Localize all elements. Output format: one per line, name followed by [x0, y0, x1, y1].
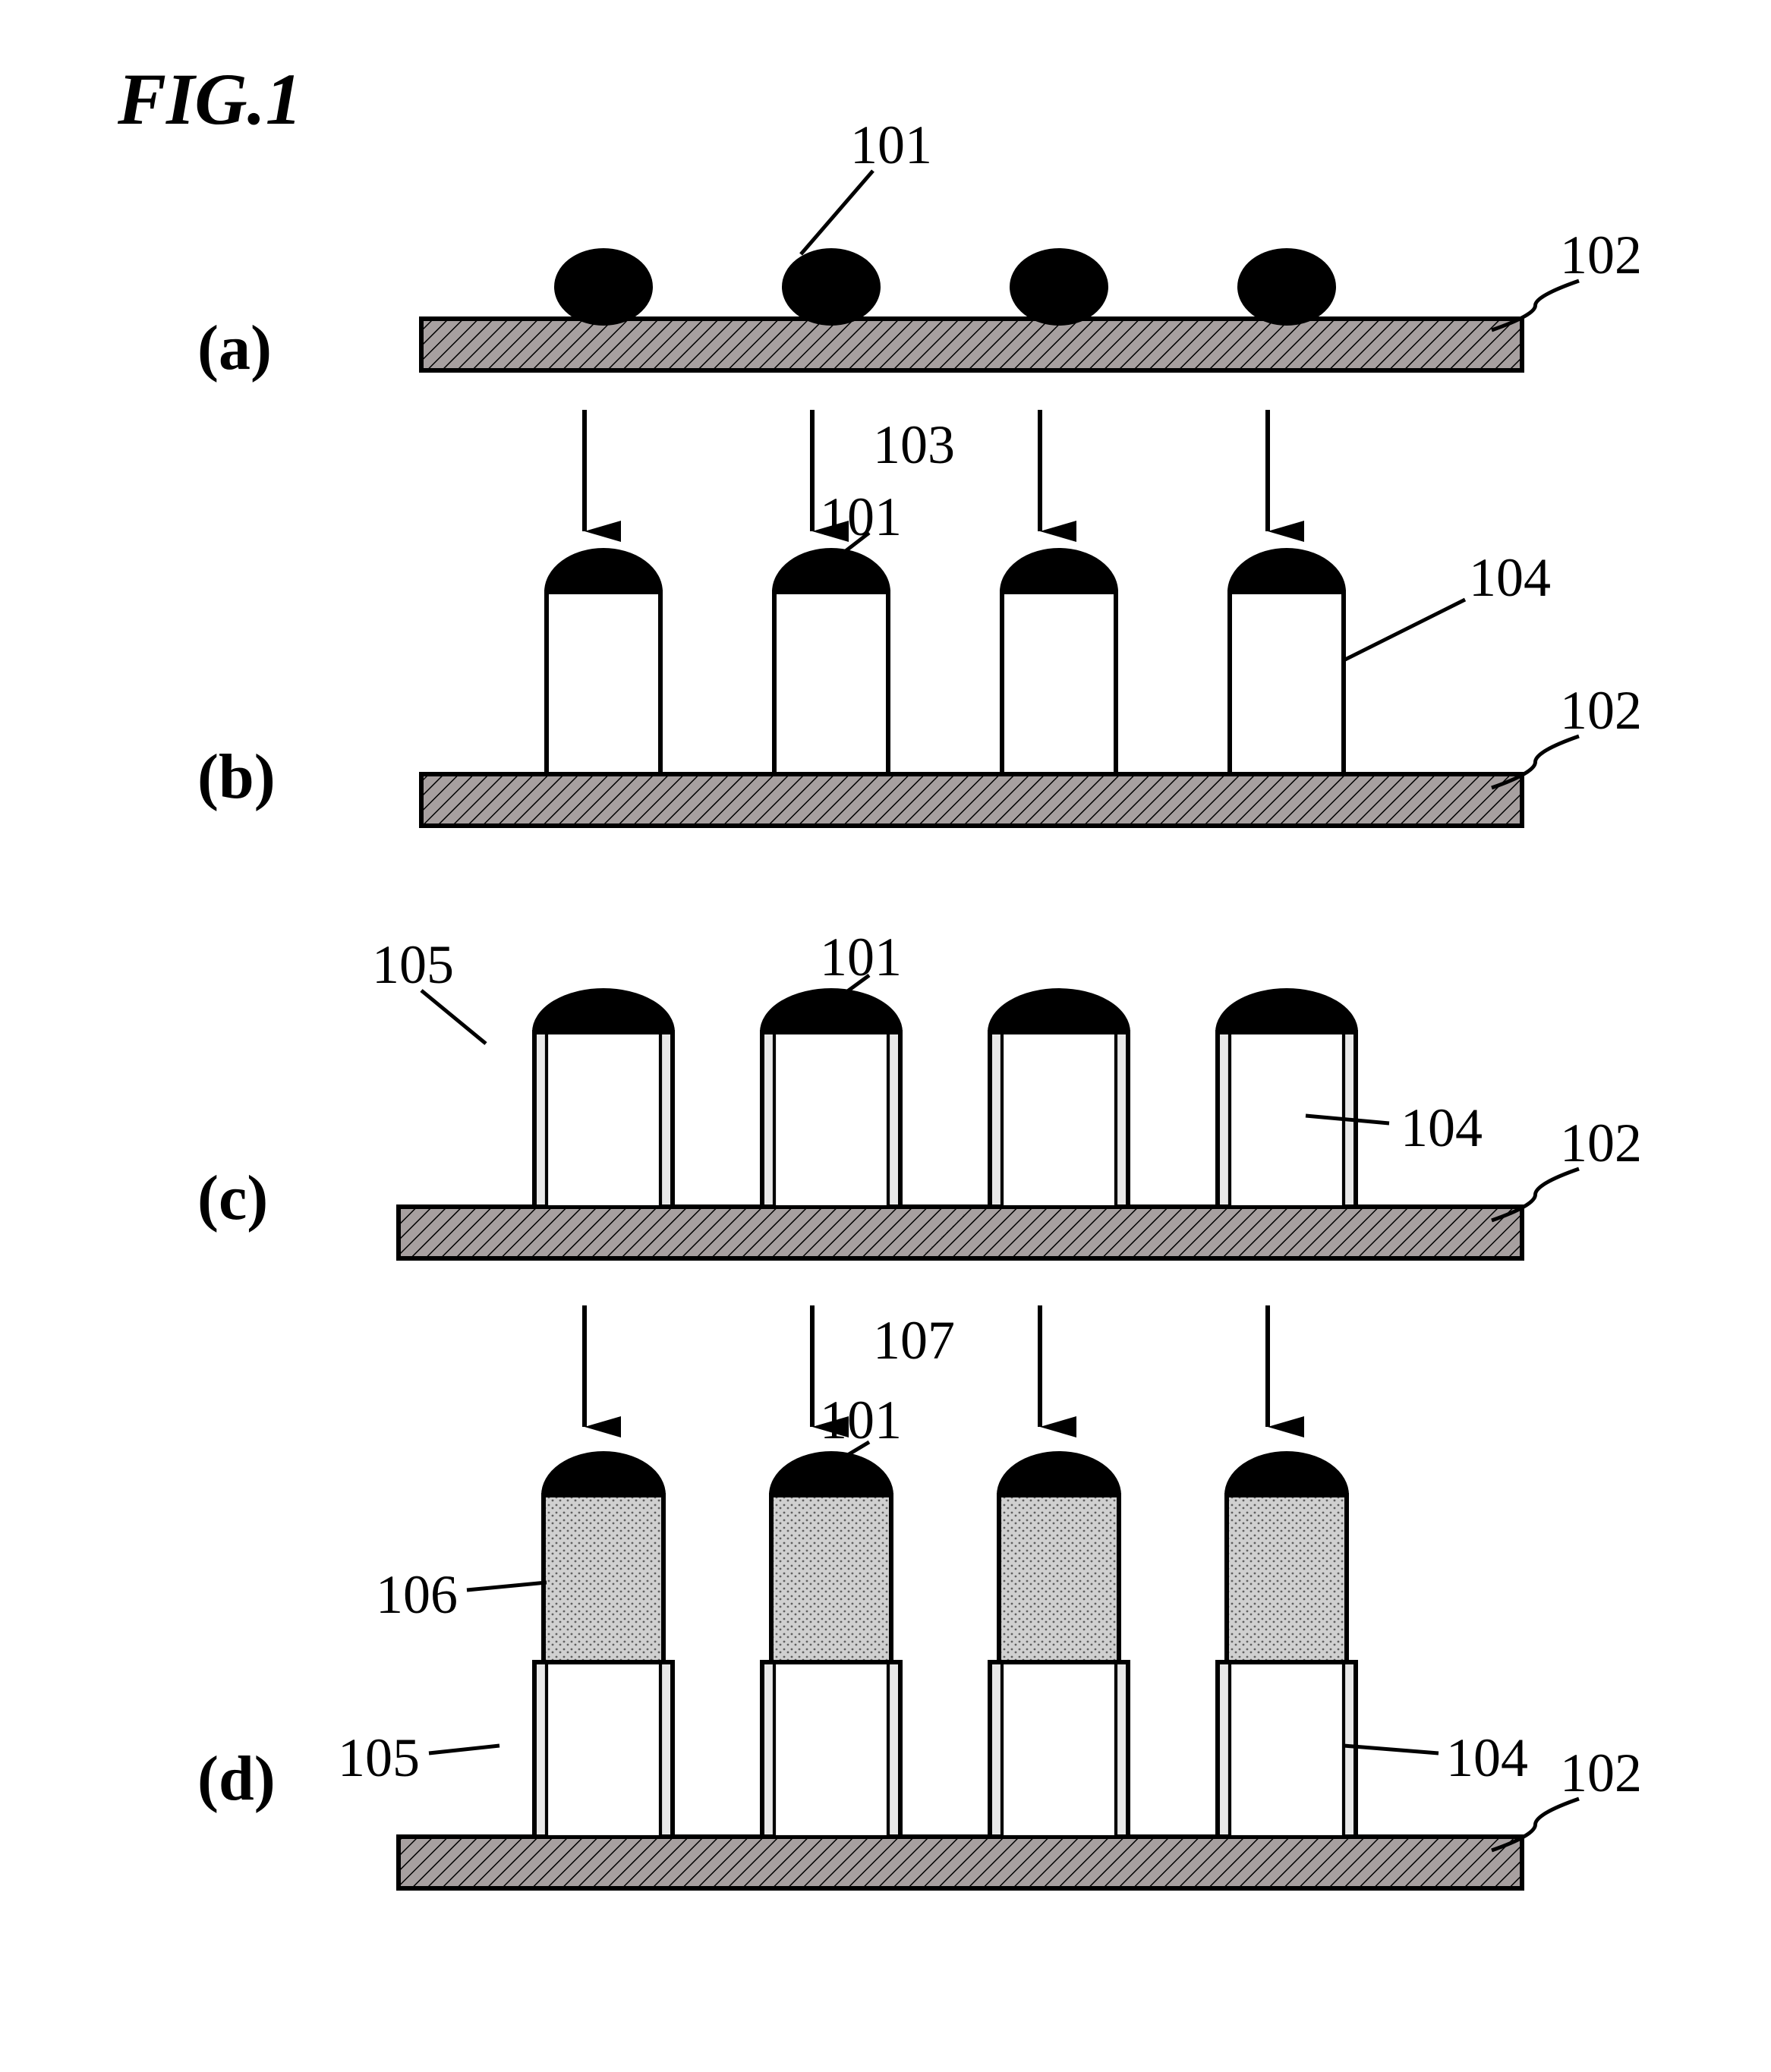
- ref-102-d: 102: [1560, 1742, 1642, 1805]
- ref-101-d: 101: [820, 1389, 902, 1452]
- ref-101-a: 101: [850, 114, 932, 177]
- panel-label-c: (c): [197, 1161, 268, 1235]
- ref-102-a: 102: [1560, 224, 1642, 287]
- ref-101-b: 101: [820, 486, 902, 549]
- ref-104-b: 104: [1469, 546, 1551, 609]
- ref-103: 103: [873, 414, 955, 477]
- ref-102-b: 102: [1560, 679, 1642, 742]
- figure-title: FIG.1: [118, 57, 302, 141]
- ref-104-d: 104: [1446, 1727, 1528, 1790]
- ref-107: 107: [873, 1309, 955, 1372]
- ref-101-c: 101: [820, 926, 902, 989]
- panel-label-b: (b): [197, 740, 276, 814]
- figure-canvas: FIG.1 (a) (b) (c) (d) 101 102 103 101 10…: [0, 0, 1771, 2072]
- ref-106-d: 106: [376, 1563, 458, 1626]
- panel-label-d: (d): [197, 1742, 276, 1815]
- ref-105-c: 105: [372, 934, 454, 997]
- ref-102-c: 102: [1560, 1112, 1642, 1175]
- panel-label-a: (a): [197, 311, 272, 385]
- ref-105-d: 105: [338, 1727, 420, 1790]
- ref-104-c: 104: [1401, 1097, 1483, 1160]
